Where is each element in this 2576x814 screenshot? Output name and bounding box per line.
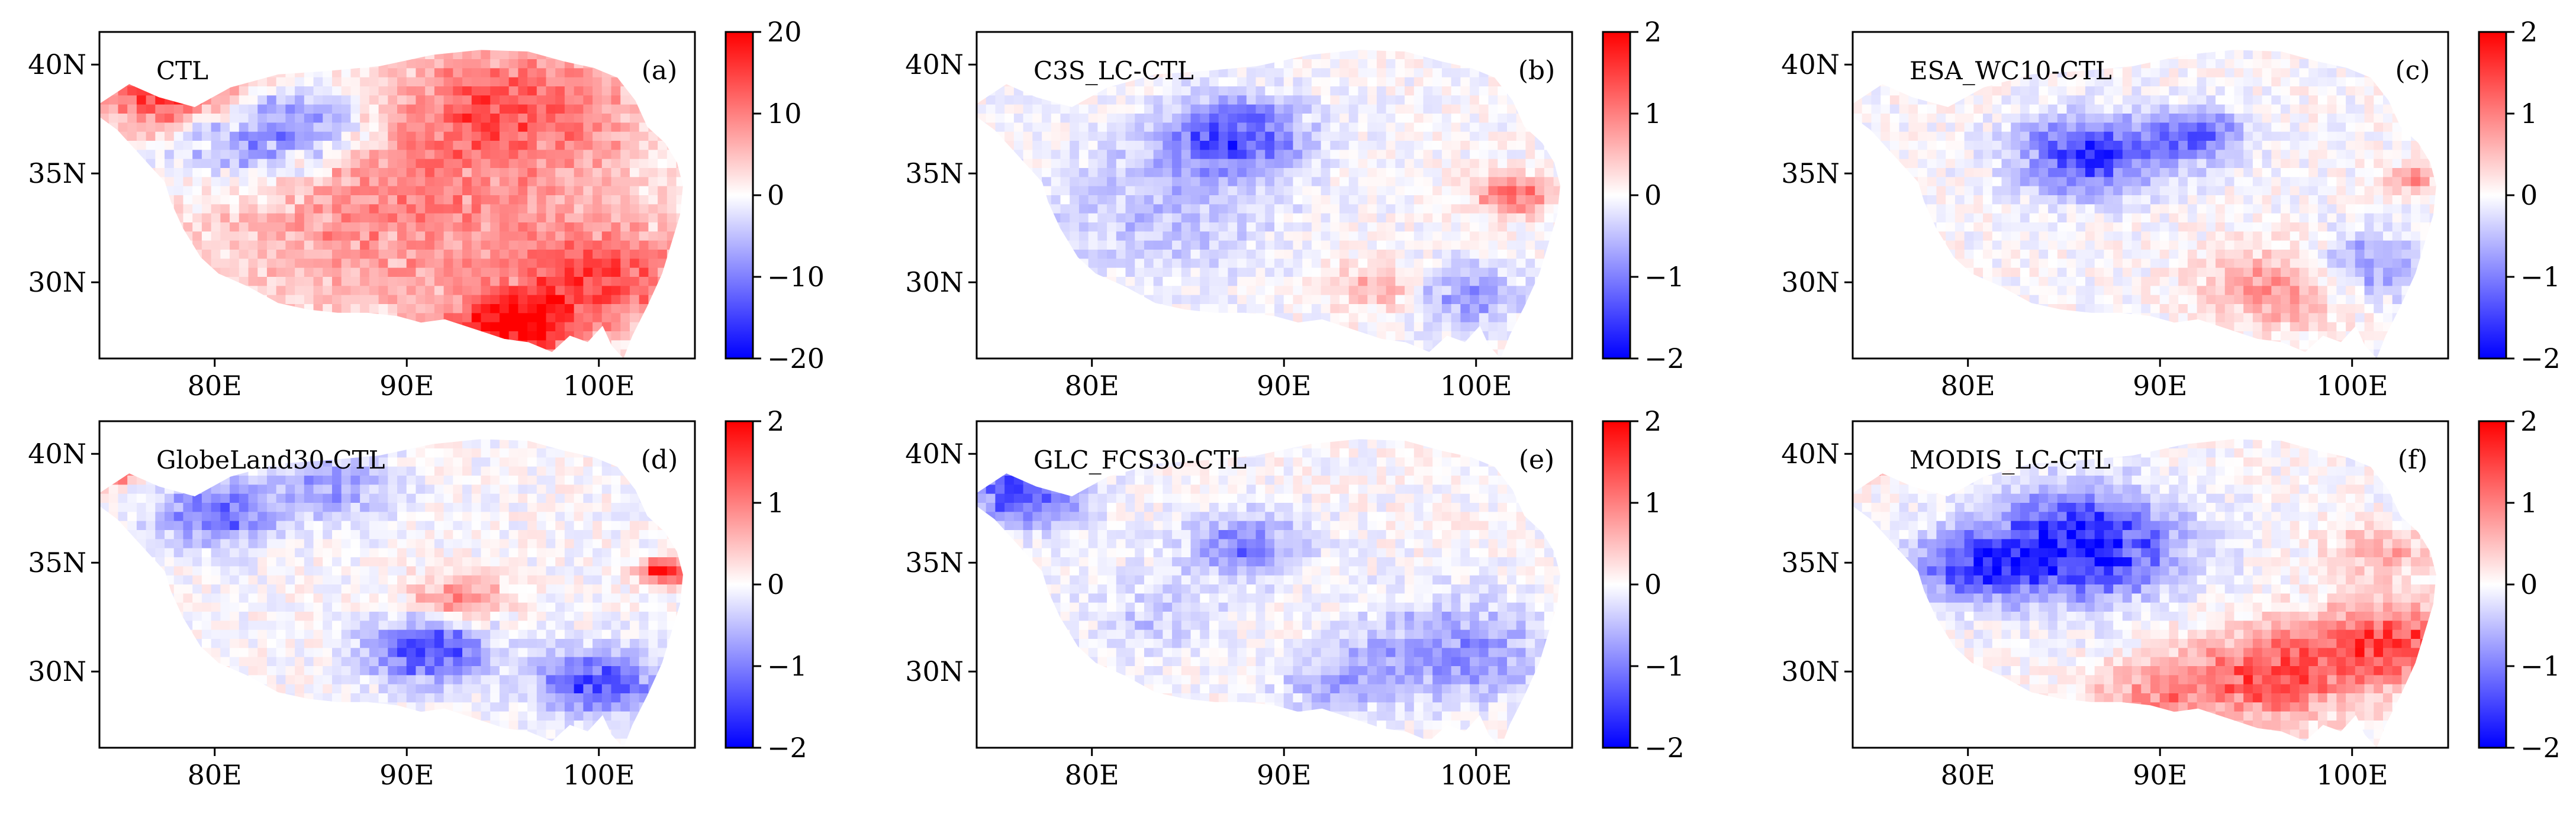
colorbar [2479,32,2506,358]
x-tick-label: 80E [1941,370,1995,402]
y-tick-label: 35N [1781,547,1840,579]
colorbar-tick-label: 0 [1644,568,1661,600]
x-tick-label: 80E [188,759,242,791]
colorbar-tick-label: 1 [2520,487,2538,519]
colorbar-tick-label: −1 [1644,261,1685,293]
x-tick-label: 90E [1257,759,1311,791]
colorbar-tick-label: −1 [767,650,807,682]
y-tick-label: 30N [1781,266,1840,298]
colorbar [2479,421,2506,748]
panel-d: 80E 90E 100E 40N 35N 30N GlobeLand30-CTL (d) 2 1 0… [28,405,807,791]
panel-label: (c) [2395,56,2430,86]
x-tick-label: 90E [379,759,434,791]
map-axes-frame [975,420,1573,749]
y-tick-label: 35N [1781,157,1840,189]
colorbar-tick-label: −10 [767,261,825,293]
y-tick-label: 40N [28,438,86,470]
y-tick-label: 30N [28,266,86,298]
y-tick-label: 40N [28,49,86,80]
x-tick-label: 90E [1257,370,1311,402]
panel-title: ESA_WC10-CTL [1910,56,2112,85]
x-tick-label: 80E [1941,759,1995,791]
colorbar-tick-label: −2 [2520,343,2561,374]
colorbar-tick-label: 2 [1644,16,1661,48]
y-tick-label: 40N [1781,438,1840,470]
map-axes-frame [1852,420,2449,749]
map-axes-frame [975,31,1573,360]
colorbar-tick-label: 0 [1644,179,1661,211]
panel-f: 80E 90E 100E 40N 35N 30N MODIS_LC-CTL (f) 2 1 0 −1 −… [1781,405,2561,791]
panel-label: (d) [641,445,678,475]
panel-title: GlobeLand30-CTL [156,445,385,474]
x-tick-label: 100E [563,759,635,791]
x-tick-label: 80E [1065,759,1119,791]
x-tick-label: 100E [563,370,635,402]
y-tick-label: 30N [1781,655,1840,687]
y-tick-label: 35N [905,547,964,579]
x-tick-label: 80E [188,370,242,402]
colorbar-tick-label: −2 [1644,343,1685,374]
colorbar-tick-label: −1 [2520,650,2561,682]
colorbar-tick-label: 0 [2520,568,2538,600]
panel-label: (e) [1519,445,1554,475]
panel-label: (b) [1518,56,1556,86]
panel-title: MODIS_LC-CTL [1910,445,2111,474]
colorbar-tick-label: 1 [767,487,784,519]
x-tick-label: 90E [2133,370,2187,402]
colorbar [726,32,753,358]
colorbar-tick-label: 2 [2520,16,2538,48]
panel-label: (f) [2398,445,2428,475]
y-tick-label: 35N [28,547,86,579]
colorbar-tick-label: 2 [767,405,784,437]
colorbar-tick-label: −1 [2520,261,2561,293]
y-tick-label: 30N [905,266,964,298]
panel-title: CTL [156,56,208,85]
panel-e: 80E 90E 100E 40N 35N 30N GLC_FCS30-CTL (e) 2 1 0 −1… [905,405,1685,791]
x-tick-label: 100E [1440,759,1512,791]
colorbar-tick-label: 2 [1644,405,1661,437]
colorbar-tick-label: 1 [2520,98,2538,130]
y-tick-label: 40N [905,49,964,80]
panel-title: C3S_LC-CTL [1033,56,1194,85]
colorbar [1603,421,1630,748]
y-tick-label: 40N [905,438,964,470]
colorbar-tick-label: 2 [2520,405,2538,437]
x-tick-label: 100E [1440,370,1512,402]
colorbar-tick-label: 0 [767,179,784,211]
panel-a: 80E 90E 100E 40N 35N 30N CTL (a) 20 10 0 −10 −20 [28,16,825,402]
colorbar-tick-label: 0 [2520,179,2538,211]
y-tick-label: 40N [1781,49,1840,80]
x-tick-label: 90E [2133,759,2187,791]
y-tick-label: 35N [905,157,964,189]
x-tick-label: 90E [379,370,434,402]
colorbar-tick-label: 1 [1644,487,1661,519]
y-tick-label: 30N [28,655,86,687]
colorbar [1603,32,1630,358]
colorbar-tick-label: −2 [767,732,807,764]
map-axes-frame [1852,31,2449,360]
colorbar-tick-label: 10 [767,98,802,130]
colorbar-tick-label: 20 [767,16,802,48]
panel-b: 80E 90E 100E 40N 35N 30N C3S_LC-CTL (b) 2 1 0 −1 −2 [905,16,1685,402]
panel-label: (a) [642,56,678,86]
colorbar-tick-label: −20 [767,343,825,374]
y-tick-label: 30N [905,655,964,687]
colorbar-tick-label: −1 [1644,650,1685,682]
colorbar-tick-label: −2 [2520,732,2561,764]
y-tick-label: 35N [28,157,86,189]
x-tick-label: 100E [2316,759,2388,791]
map-axes-frame [98,31,696,360]
colorbar-tick-label: −2 [1644,732,1685,764]
x-tick-label: 80E [1065,370,1119,402]
map-axes-frame [98,420,696,749]
colorbar-tick-label: 0 [767,568,784,600]
colorbar [726,421,753,748]
panel-c: 80E 90E 100E 40N 35N 30N ESA_WC10-CTL (c) 2 1 0 −1 −… [1781,16,2561,402]
x-tick-label: 100E [2316,370,2388,402]
panel-title: GLC_FCS30-CTL [1033,445,1247,474]
colorbar-tick-label: 1 [1644,98,1661,130]
